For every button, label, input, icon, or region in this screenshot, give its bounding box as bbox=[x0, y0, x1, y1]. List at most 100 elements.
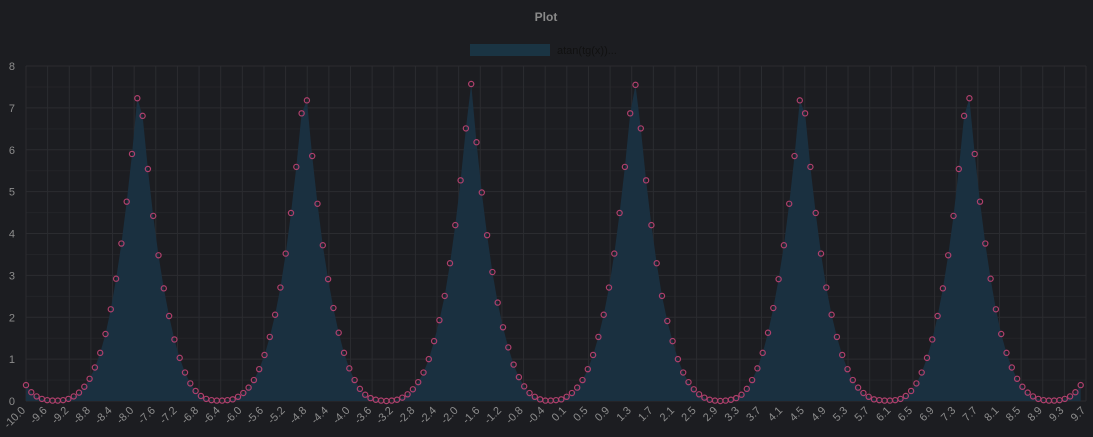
data-point[interactable] bbox=[574, 384, 581, 391]
data-point[interactable] bbox=[335, 329, 342, 336]
data-point[interactable] bbox=[754, 365, 761, 372]
data-point[interactable] bbox=[1061, 395, 1069, 403]
data-point[interactable] bbox=[568, 389, 576, 397]
data-point[interactable] bbox=[393, 396, 401, 403]
data-point[interactable] bbox=[600, 311, 607, 318]
data-point[interactable] bbox=[457, 177, 464, 184]
data-point[interactable] bbox=[134, 95, 141, 102]
data-point[interactable] bbox=[627, 110, 634, 117]
data-point[interactable] bbox=[632, 81, 639, 89]
data-point[interactable] bbox=[420, 369, 427, 376]
legend-label[interactable]: atan(tg(x))... bbox=[557, 45, 617, 57]
data-point[interactable] bbox=[1072, 389, 1079, 396]
data-point[interactable] bbox=[22, 381, 30, 389]
data-point[interactable] bbox=[303, 97, 311, 104]
data-point[interactable] bbox=[998, 330, 1005, 338]
data-point[interactable] bbox=[139, 112, 146, 120]
data-point[interactable] bbox=[839, 351, 846, 359]
data-point[interactable] bbox=[579, 376, 586, 384]
data-point[interactable] bbox=[759, 349, 766, 357]
data-point[interactable] bbox=[324, 275, 332, 283]
data-point[interactable] bbox=[277, 284, 284, 291]
data-point[interactable] bbox=[976, 198, 984, 205]
data-point[interactable] bbox=[770, 304, 777, 312]
data-point[interactable] bbox=[897, 395, 904, 403]
data-point[interactable] bbox=[415, 378, 422, 386]
data-point[interactable] bbox=[28, 389, 35, 396]
data-point[interactable] bbox=[399, 394, 406, 401]
data-point[interactable] bbox=[282, 250, 289, 257]
data-point[interactable] bbox=[521, 383, 528, 390]
data-point[interactable] bbox=[245, 384, 252, 391]
data-point[interactable] bbox=[356, 385, 364, 393]
data-point[interactable] bbox=[934, 312, 941, 320]
data-point[interactable] bbox=[266, 333, 273, 341]
data-point[interactable] bbox=[86, 375, 93, 383]
data-point[interactable] bbox=[939, 285, 947, 292]
data-point[interactable] bbox=[918, 369, 925, 376]
data-point[interactable] bbox=[854, 384, 862, 391]
data-point[interactable] bbox=[155, 252, 162, 259]
data-point[interactable] bbox=[192, 387, 199, 395]
data-point[interactable] bbox=[558, 396, 565, 403]
data-point[interactable] bbox=[595, 333, 602, 341]
data-point[interactable] bbox=[648, 221, 655, 229]
data-point[interactable] bbox=[452, 221, 459, 229]
data-point[interactable] bbox=[446, 260, 454, 267]
data-point[interactable] bbox=[1003, 349, 1010, 357]
data-point[interactable] bbox=[298, 110, 305, 117]
data-point[interactable] bbox=[340, 349, 348, 357]
data-point[interactable] bbox=[160, 285, 167, 292]
data-point[interactable] bbox=[791, 152, 798, 160]
data-point[interactable] bbox=[1019, 383, 1026, 390]
data-point[interactable] bbox=[494, 299, 501, 306]
data-point[interactable] bbox=[674, 355, 682, 363]
data-point[interactable] bbox=[690, 386, 698, 393]
data-point[interactable] bbox=[865, 393, 872, 401]
data-point[interactable] bbox=[468, 80, 475, 88]
data-point[interactable] bbox=[165, 312, 173, 320]
data-point[interactable] bbox=[844, 365, 851, 373]
data-point[interactable] bbox=[515, 373, 523, 381]
data-point[interactable] bbox=[685, 378, 692, 386]
data-point[interactable] bbox=[563, 393, 570, 401]
data-point[interactable] bbox=[404, 391, 411, 398]
data-point[interactable] bbox=[33, 393, 40, 400]
data-point[interactable] bbox=[642, 177, 650, 184]
data-point[interactable] bbox=[171, 336, 178, 343]
data-point[interactable] bbox=[780, 242, 788, 249]
data-point[interactable] bbox=[680, 369, 687, 376]
data-point[interactable] bbox=[462, 125, 470, 132]
data-point[interactable] bbox=[478, 189, 485, 196]
data-point[interactable] bbox=[611, 250, 618, 257]
data-point[interactable] bbox=[929, 336, 936, 343]
data-point[interactable] bbox=[1008, 364, 1016, 371]
data-point[interactable] bbox=[436, 316, 443, 324]
data-point[interactable] bbox=[923, 354, 931, 362]
data-point[interactable] bbox=[775, 275, 782, 283]
data-point[interactable] bbox=[425, 355, 432, 363]
data-point[interactable] bbox=[187, 380, 194, 387]
data-point[interactable] bbox=[902, 392, 910, 400]
data-point[interactable] bbox=[1066, 393, 1074, 400]
data-point[interactable] bbox=[982, 240, 989, 247]
data-point[interactable] bbox=[70, 393, 77, 400]
data-point[interactable] bbox=[351, 376, 358, 384]
data-point[interactable] bbox=[1077, 381, 1084, 389]
data-point[interactable] bbox=[695, 391, 703, 398]
data-point[interactable] bbox=[181, 369, 189, 376]
data-point[interactable] bbox=[112, 275, 120, 282]
data-point[interactable] bbox=[330, 304, 337, 312]
data-point[interactable] bbox=[176, 354, 183, 362]
data-point[interactable] bbox=[849, 376, 857, 384]
data-point[interactable] bbox=[664, 317, 671, 325]
data-point[interactable] bbox=[748, 376, 756, 384]
data-point[interactable] bbox=[102, 330, 109, 338]
data-point[interactable] bbox=[1013, 375, 1021, 383]
data-point[interactable] bbox=[293, 163, 300, 171]
data-point[interactable] bbox=[833, 333, 841, 341]
data-point[interactable] bbox=[123, 198, 130, 205]
data-point[interactable] bbox=[701, 394, 708, 401]
data-point[interactable] bbox=[75, 389, 83, 396]
data-point[interactable] bbox=[197, 392, 205, 400]
